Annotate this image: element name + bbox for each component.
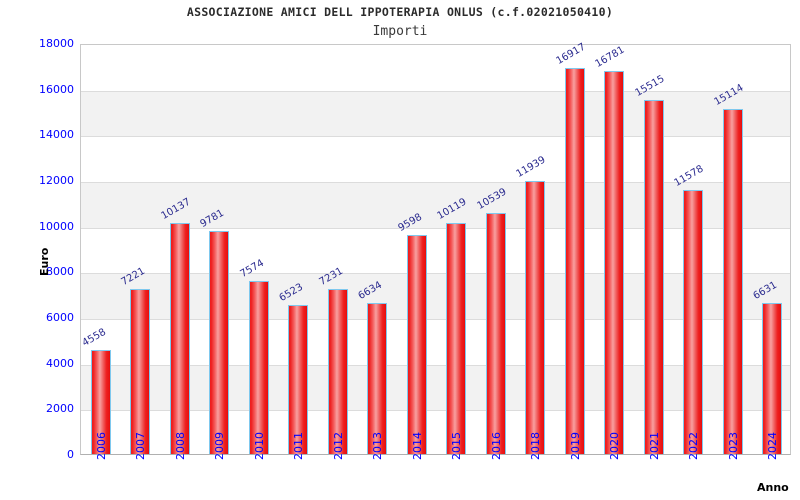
y-tick-label: 10000 (39, 219, 74, 233)
y-tick-label: 18000 (39, 37, 74, 50)
x-tick-label: 2018 (529, 432, 543, 460)
bar[interactable] (209, 230, 230, 454)
x-tick-label: 2014 (410, 432, 424, 460)
x-tick-label: 2024 (766, 432, 780, 460)
x-tick-label: 2010 (252, 432, 266, 460)
y-tick-label: 8000 (46, 265, 74, 279)
gridline (81, 90, 790, 92)
plot-band (81, 273, 790, 319)
chart-subtitle: Importi (372, 24, 428, 39)
bar[interactable] (722, 108, 743, 454)
x-tick-label: 2020 (608, 432, 622, 460)
y-tick-label: 12000 (39, 174, 74, 187)
x-tick-label: 2015 (450, 432, 464, 460)
bar-value-label: 16917 (554, 41, 588, 67)
x-axis-title: Anno (757, 481, 789, 494)
bar[interactable] (446, 222, 467, 454)
bar-value-label: 4558 (80, 326, 108, 349)
bar[interactable] (643, 99, 664, 454)
x-tick-label: 2008 (173, 432, 187, 460)
bar[interactable] (169, 222, 190, 454)
bar[interactable] (564, 67, 585, 454)
gridline (81, 410, 790, 412)
gridline (81, 364, 790, 366)
x-tick-label: 2007 (134, 432, 148, 460)
bar[interactable] (367, 302, 388, 454)
x-tick-label: 2019 (568, 432, 582, 460)
bar[interactable] (90, 349, 111, 454)
bar[interactable] (485, 213, 506, 454)
y-tick-label: 14000 (39, 128, 74, 142)
bar[interactable] (406, 234, 427, 454)
y-tick-label: 4000 (46, 356, 74, 370)
plot-band (81, 90, 790, 137)
x-tick-label: 2013 (371, 432, 385, 460)
y-tick-label: 6000 (46, 311, 74, 324)
gridline (81, 182, 790, 183)
x-tick-label: 2009 (213, 432, 227, 460)
x-tick-label: 2021 (647, 432, 661, 460)
x-tick-label: 2012 (331, 432, 345, 460)
bar[interactable] (327, 288, 348, 454)
y-axis: 0 2000 4000 6000 8000 10000 12000 14000 16000 180… (0, 37, 74, 461)
bar[interactable] (248, 281, 269, 454)
bar[interactable] (762, 302, 783, 454)
x-tick-label: 2006 (94, 432, 108, 460)
plot-band (81, 182, 790, 228)
bar[interactable] (604, 70, 625, 454)
bar[interactable] (683, 189, 704, 454)
chart-title: ASSOCIAZIONE AMICI DELL IPPOTERAPIA ONLU… (186, 5, 614, 19)
x-tick-label: 2023 (726, 432, 740, 460)
gridline (81, 273, 790, 275)
bar[interactable] (288, 305, 309, 454)
x-tick-label: 2016 (489, 432, 503, 460)
x-tick-label: 2022 (687, 432, 701, 460)
bar[interactable] (525, 181, 546, 454)
gridline (81, 319, 790, 320)
bar[interactable] (130, 289, 151, 454)
gridline (81, 136, 790, 138)
x-tick-label: 2011 (292, 432, 306, 460)
bar-value-label: 16781 (593, 44, 627, 70)
plot-band (81, 364, 790, 411)
plot-area: 4558 7221 10137 9781 7574 6523 7231 6634 9598 101… (80, 41, 791, 455)
bar-value-label: 11939 (514, 154, 548, 181)
gridline (81, 227, 790, 229)
y-tick-label: 16000 (39, 82, 74, 96)
y-tick-label: 0 (67, 448, 74, 461)
y-axis-title: Euro (38, 247, 51, 276)
y-tick-label: 2000 (46, 402, 74, 416)
